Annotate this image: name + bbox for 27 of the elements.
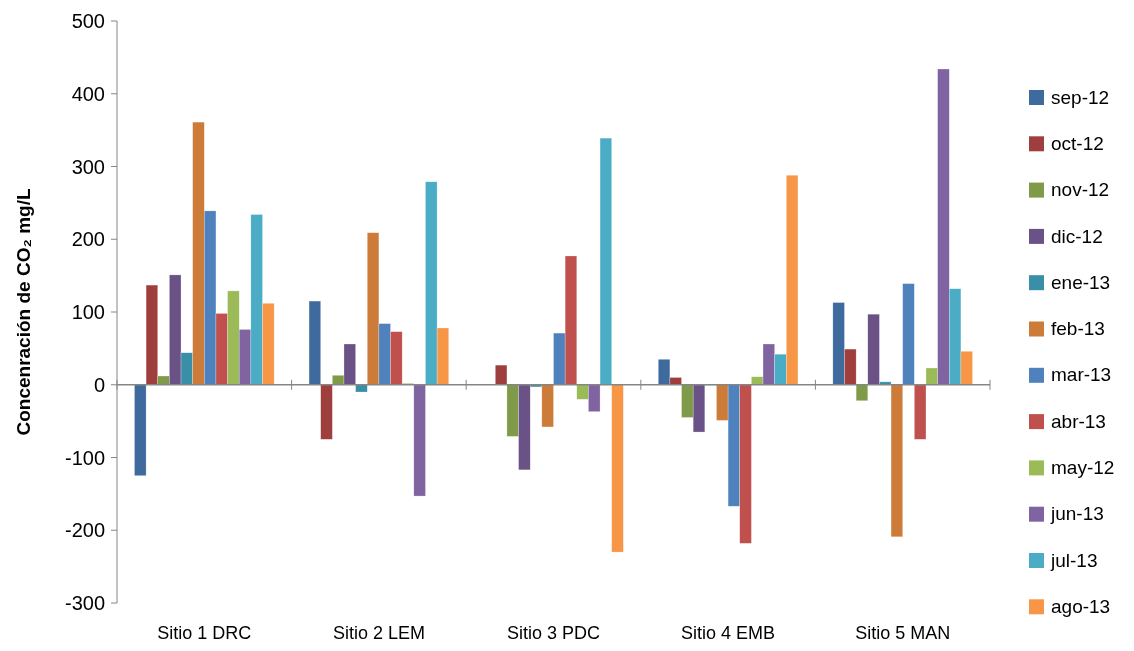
legend-label: mar-13 — [1051, 364, 1112, 386]
y-tick-label: 500 — [71, 10, 105, 32]
legend-label: ago-13 — [1051, 595, 1111, 617]
legend-label: may-12 — [1051, 457, 1115, 479]
legend-label: sep-12 — [1051, 86, 1110, 108]
y-tick-label: 200 — [71, 228, 105, 251]
y-tick-label: -300 — [64, 592, 105, 614]
legend-label: abr-13 — [1051, 410, 1106, 432]
x-tick-label: Sitio 2 LEM — [332, 623, 425, 643]
legend-label: feb-13 — [1051, 318, 1105, 340]
x-tick-label: Sitio 1 DRC — [157, 623, 252, 643]
y-tick-label: -100 — [64, 446, 105, 469]
x-tick-label: Sitio 5 MAN — [855, 623, 951, 643]
y-tick-label: 400 — [71, 82, 105, 105]
x-tick-label: Sitio 3 PDC — [506, 623, 601, 643]
legend-label: jun-13 — [1050, 503, 1104, 525]
legend-label: oct-12 — [1051, 132, 1104, 154]
legend-label: dic-12 — [1051, 225, 1103, 247]
y-tick-label: 0 — [93, 373, 105, 396]
legend-label: ene-13 — [1051, 271, 1111, 293]
x-tick-label: Sitio 4 EMB — [681, 623, 776, 643]
y-axis-title: Concenración de CO₂ mg/L — [13, 188, 34, 436]
legend-label: jul-13 — [1050, 549, 1098, 571]
y-tick-label: 300 — [71, 155, 105, 178]
y-tick-label: 100 — [71, 301, 105, 323]
legend-label: nov-12 — [1051, 179, 1110, 201]
y-tick-label: -200 — [64, 519, 105, 542]
